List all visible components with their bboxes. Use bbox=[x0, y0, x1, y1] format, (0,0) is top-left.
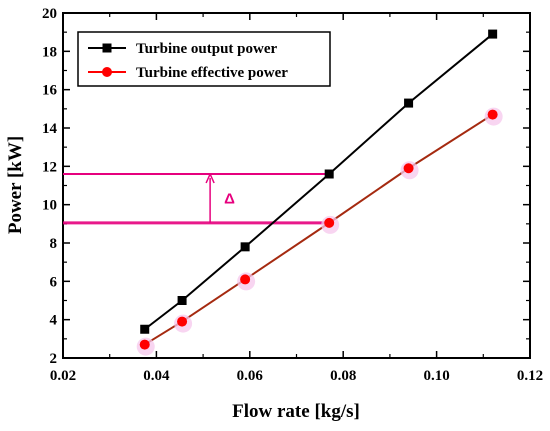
data-point-output bbox=[324, 169, 334, 179]
y-tick-label: 8 bbox=[50, 236, 58, 252]
data-point-output bbox=[240, 242, 250, 252]
y-tick-label: 2 bbox=[50, 351, 58, 367]
data-point-effective bbox=[177, 316, 188, 327]
legend-marker-circle bbox=[102, 67, 112, 77]
x-axis-title: Flow rate [kg/s] bbox=[232, 401, 360, 422]
y-tick-label: 4 bbox=[50, 313, 58, 329]
data-point-effective bbox=[487, 109, 498, 120]
data-point-effective bbox=[324, 217, 335, 228]
legend-box bbox=[77, 31, 331, 87]
data-point-output bbox=[140, 324, 150, 334]
y-axis-title: Power [kW] bbox=[5, 136, 26, 234]
y-tick-label: 12 bbox=[42, 159, 57, 175]
data-point-output bbox=[488, 29, 498, 39]
plot-layer: 0.02 0.04 0.06 0.08 0.10 0.12 2 4 6 8 10 12 14 16 18 20… bbox=[42, 6, 543, 384]
x-tick-label: 0.08 bbox=[330, 368, 356, 384]
y-tick-label: 20 bbox=[42, 6, 57, 22]
y-tick-label: 6 bbox=[50, 274, 58, 290]
x-tick-label: 0.10 bbox=[423, 368, 449, 384]
x-tick-label: 0.02 bbox=[50, 368, 76, 384]
y-tick-label: 16 bbox=[42, 83, 58, 99]
delta-arrow-head bbox=[205, 173, 215, 184]
series-line-2 bbox=[144, 113, 494, 346]
x-tick-label: 0.04 bbox=[143, 368, 170, 384]
legend-marker-square bbox=[102, 43, 112, 53]
data-point-output bbox=[177, 296, 187, 305]
data-point-output bbox=[404, 98, 414, 108]
y-tick-label: 18 bbox=[42, 44, 57, 60]
data-point-effective bbox=[139, 339, 150, 350]
data-point-effective bbox=[240, 274, 251, 285]
legend-label-2: Turbine effective power bbox=[136, 65, 288, 81]
data-point-effective bbox=[403, 163, 414, 174]
y-tick-label: 14 bbox=[42, 121, 58, 137]
series-line-1 bbox=[144, 33, 494, 331]
x-tick-label: 0.06 bbox=[237, 368, 264, 384]
x-tick-label: 0.12 bbox=[517, 368, 543, 384]
y-tick-label: 10 bbox=[42, 198, 57, 214]
delta-label: Δ bbox=[224, 190, 235, 207]
legend-label-1: Turbine output power bbox=[136, 41, 277, 57]
